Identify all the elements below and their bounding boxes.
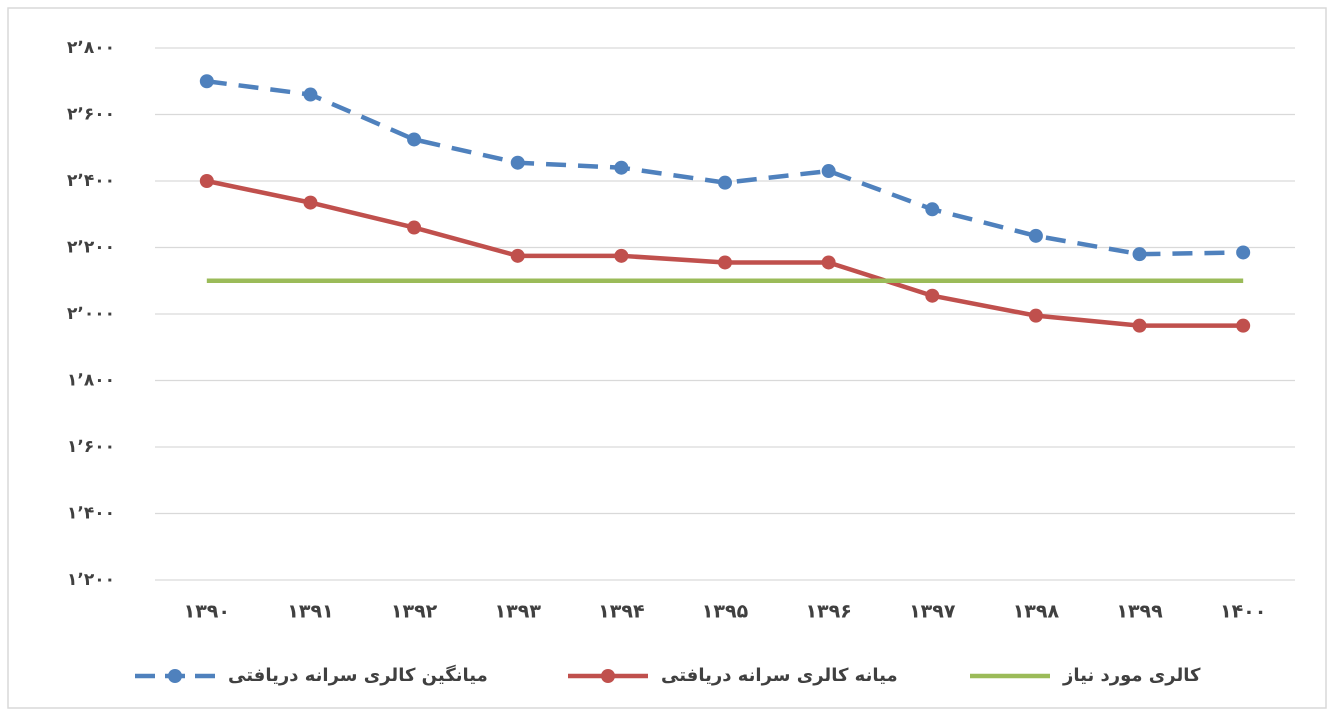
x-tick-label: ۱۳۹۶ — [805, 601, 851, 623]
point — [510, 248, 525, 263]
y-tick-label: ۲٬۶۰۰ — [67, 105, 115, 125]
point — [1236, 245, 1251, 260]
point — [1132, 318, 1147, 333]
legend-label: میانگین کالری سرانه دریافتی — [228, 664, 488, 686]
x-tick-label: ۱۳۹۷ — [909, 601, 956, 623]
legend-label: کالری مورد نیاز — [1062, 665, 1201, 686]
point — [1028, 228, 1043, 243]
y-tick-label: ۱٬۶۰۰ — [67, 437, 115, 457]
point — [925, 202, 940, 217]
chart-frame — [7, 7, 1327, 709]
y-tick-label: ۲٬۰۰۰ — [67, 304, 115, 324]
legend-marker — [601, 669, 615, 683]
legend-marker — [168, 669, 182, 683]
x-tick-label: ۱۴۰۰ — [1220, 601, 1266, 623]
point — [925, 288, 940, 303]
point — [407, 220, 422, 235]
x-tick-label: ۱۳۹۰ — [184, 601, 230, 623]
x-tick-label: ۱۳۹۸ — [1013, 601, 1060, 623]
point — [199, 74, 214, 89]
point — [718, 255, 732, 270]
point — [614, 160, 629, 175]
point — [821, 255, 836, 270]
x-tick-label: ۱۳۹۴ — [598, 601, 644, 623]
legend-label: میانه کالری سرانه دریافتی — [661, 665, 898, 686]
point — [614, 248, 629, 263]
x-tick-label: ۱۳۹۳ — [495, 601, 542, 623]
y-tick-label: ۲٬۴۰۰ — [67, 171, 115, 191]
point — [1028, 308, 1043, 323]
point — [199, 174, 214, 188]
x-tick-label: ۱۳۹۲ — [391, 601, 438, 623]
point — [407, 132, 422, 147]
y-tick-label: ۲٬۲۰۰ — [67, 238, 115, 258]
y-tick-label: ۱٬۸۰۰ — [67, 371, 115, 391]
y-tick-label: ۱٬۴۰۰ — [67, 504, 115, 524]
point — [1132, 247, 1147, 262]
y-tick-label: ۲٬۸۰۰ — [67, 38, 115, 58]
series-line — [206, 79, 1244, 257]
y-tick-label: ۱٬۲۰۰ — [67, 570, 115, 590]
point — [821, 164, 836, 179]
point — [718, 175, 732, 190]
x-tick-label: ۱۳۹۱ — [287, 601, 333, 623]
point — [303, 195, 318, 210]
point — [510, 155, 525, 170]
point — [303, 87, 318, 102]
x-tick-label: ۱۳۹۹ — [1116, 601, 1163, 623]
x-tick-label: ۱۳۹۵ — [702, 601, 749, 623]
point — [1236, 318, 1251, 333]
